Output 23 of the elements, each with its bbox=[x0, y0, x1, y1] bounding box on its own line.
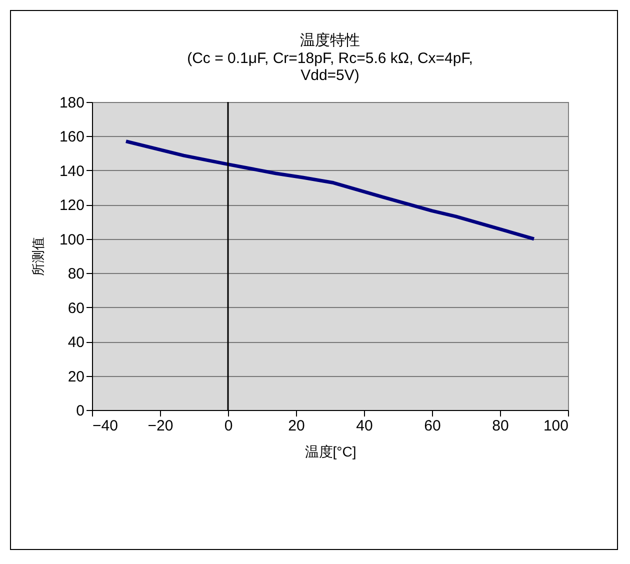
x-tick-label: 0 bbox=[224, 418, 233, 434]
y-axis-title: 所测值 bbox=[30, 237, 46, 276]
y-tick-label: 160 bbox=[59, 128, 84, 146]
chart-subtitle: (Cc = 0.1μF, Cr=18pF, Rc=5.6 kΩ, Cx=4pF, Vdd=5V) bbox=[187, 50, 473, 84]
y-tick-label: 120 bbox=[59, 197, 84, 214]
line-series bbox=[124, 140, 536, 241]
y-tick-label: 0 bbox=[76, 402, 84, 420]
chart-title: 温度特性 bbox=[300, 32, 360, 49]
y-tick-label: 80 bbox=[68, 266, 84, 283]
y-tick-label: 20 bbox=[68, 368, 84, 386]
x-tick-label: −20 bbox=[148, 418, 174, 434]
x-tick-label: 40 bbox=[356, 418, 373, 434]
x-tick-label: 80 bbox=[492, 418, 509, 434]
y-tick-label: 40 bbox=[68, 334, 84, 352]
y-tick-label: 140 bbox=[59, 162, 84, 180]
x-tick-label: 100 bbox=[543, 418, 568, 434]
x-tick-label: 20 bbox=[288, 418, 305, 434]
x-axis-title: 温度[°C] bbox=[304, 444, 356, 460]
y-tick-label: 60 bbox=[68, 300, 84, 317]
y-tick-label: 100 bbox=[59, 231, 84, 248]
x-tick-label: −40 bbox=[92, 418, 118, 434]
x-tick-label: 60 bbox=[424, 418, 441, 434]
y-tick-label: 180 bbox=[59, 94, 84, 112]
